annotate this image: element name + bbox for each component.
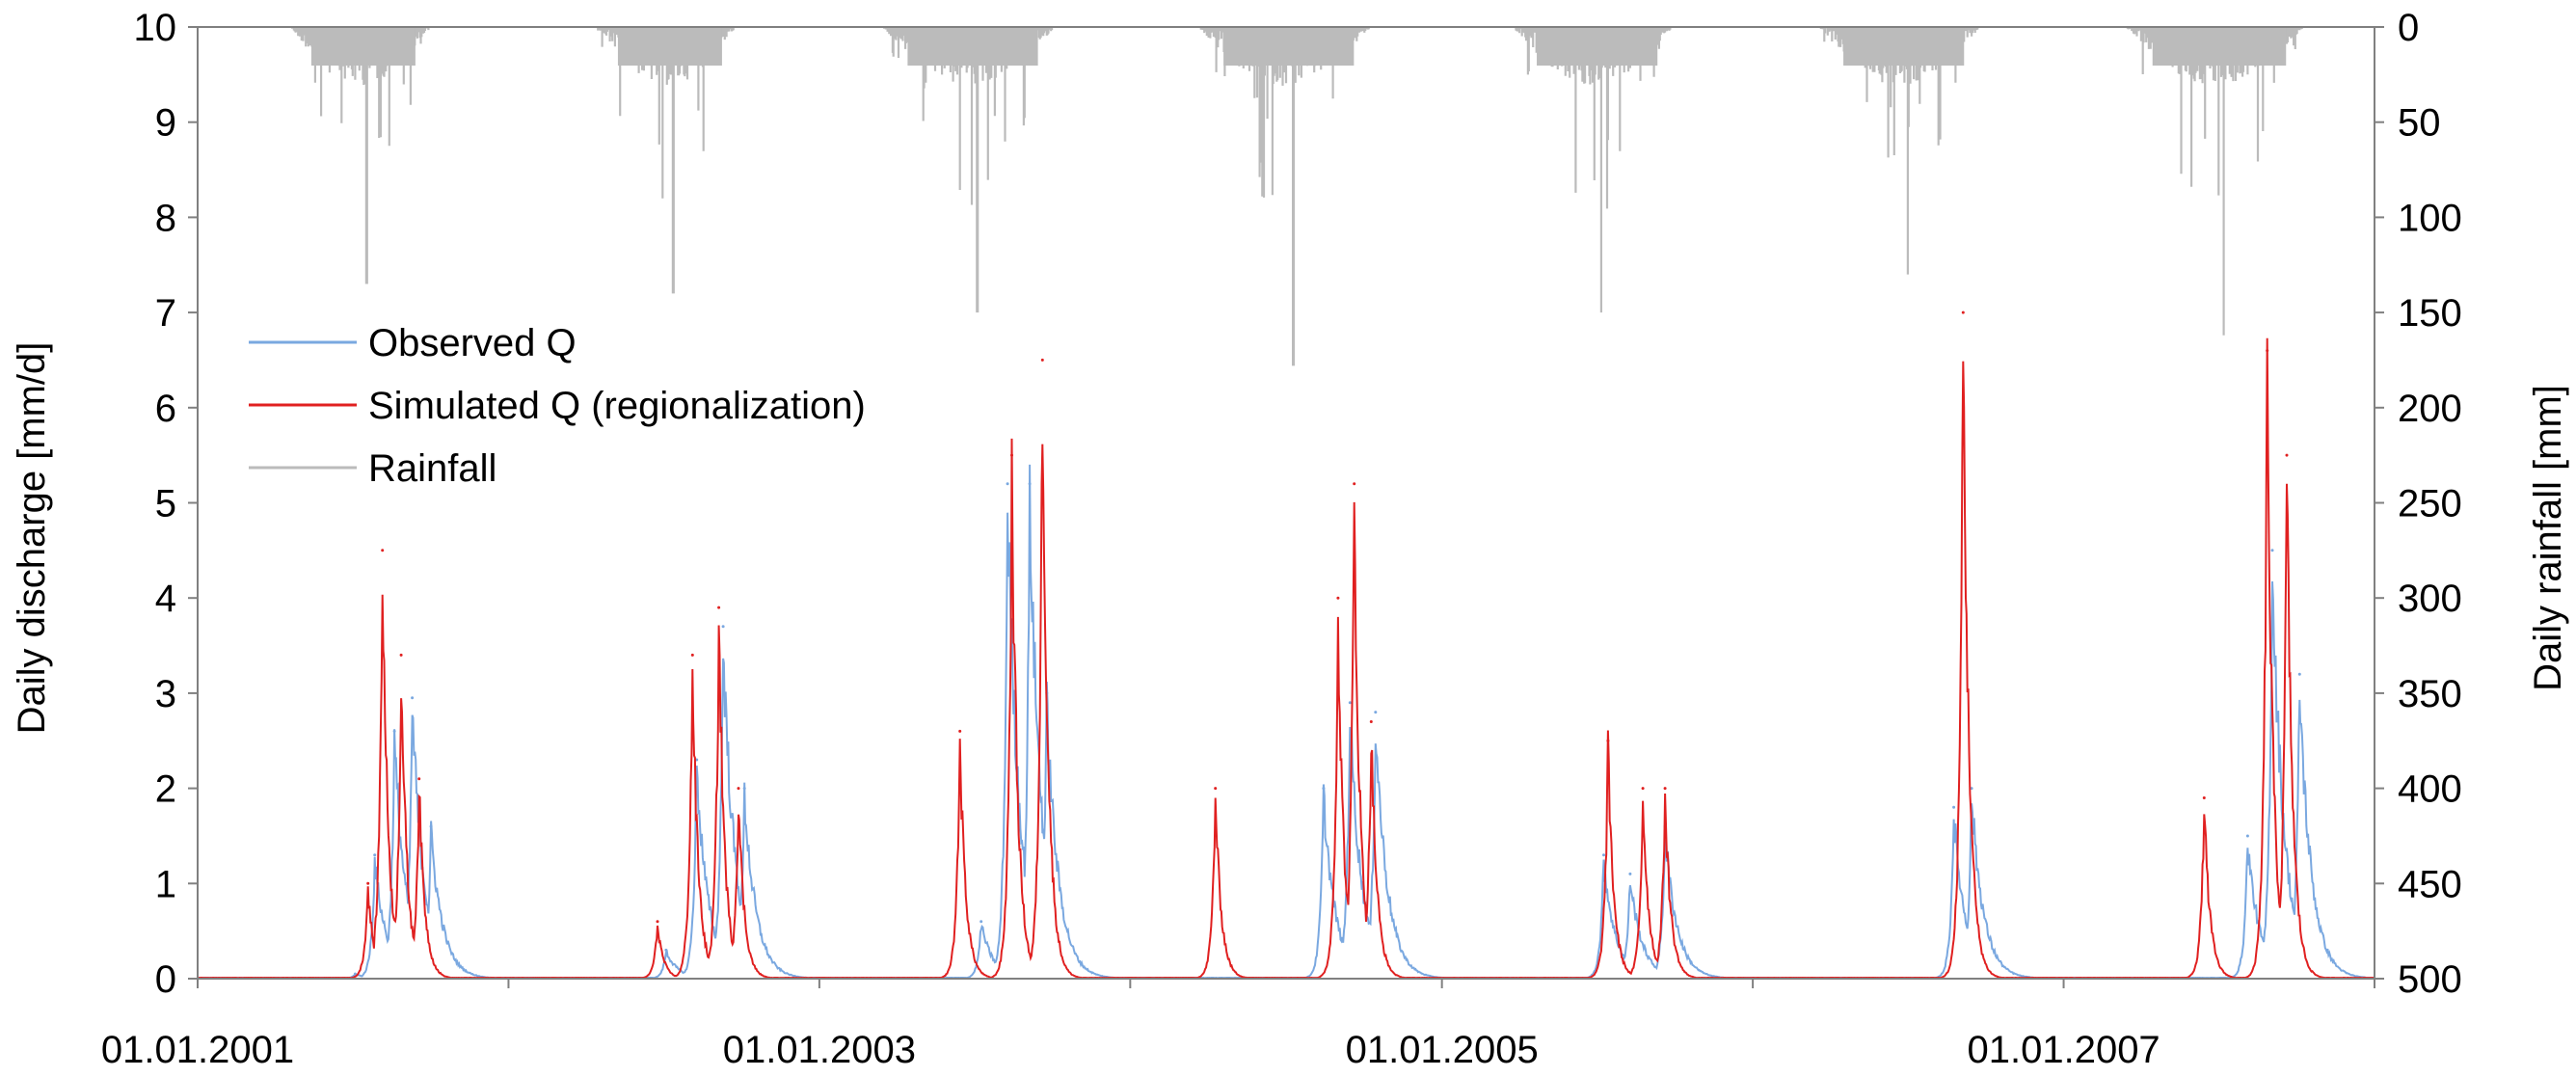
- y-left-tick-label: 1: [155, 863, 176, 905]
- simulated-q-line: [197, 337, 2375, 980]
- y-right-tick-label: 400: [2398, 768, 2462, 811]
- y-right-tick-label: 150: [2398, 292, 2462, 335]
- x-tick-label: 01.01.2001: [101, 1029, 294, 1071]
- simulated-q-line-peak: [1353, 482, 1356, 486]
- observed-q-line-peak: [392, 729, 396, 733]
- y-right-tick-label: 450: [2398, 863, 2462, 905]
- simulated-q-line-peak: [2266, 349, 2269, 353]
- axes: [188, 26, 2384, 988]
- rainfall-dense-band: [1843, 27, 1965, 66]
- y-right-tick-label: 350: [2398, 673, 2462, 715]
- simulated-q-line-peak: [656, 920, 659, 924]
- simulated-q-line-peak: [1641, 787, 1645, 791]
- legend-label-observed: Observed Q: [368, 322, 577, 364]
- y-left-tick-label: 0: [155, 958, 176, 1001]
- simulated-q-line-peak: [1336, 596, 1340, 600]
- y-right-tick-label: 50: [2398, 102, 2441, 145]
- observed-q-line: [198, 464, 2375, 980]
- simulated-q-line-peak: [366, 881, 370, 885]
- simulated-q-line-peak: [958, 729, 962, 733]
- observed-q-line-peak: [429, 824, 433, 828]
- y-left-tick-label: 9: [155, 102, 176, 145]
- observed-q-line-peak: [411, 696, 415, 700]
- rainfall-dense-band: [2152, 27, 2287, 66]
- simulated-q-line-peak: [1010, 453, 1013, 457]
- observed-q-line-peak: [353, 972, 357, 976]
- simulated-q-line-peak: [417, 777, 421, 781]
- simulated-q-line-peak: [1961, 310, 1965, 314]
- x-tick-label: 01.01.2007: [1967, 1029, 2160, 1071]
- rainfall-bars-season: [597, 27, 737, 294]
- y-left-tick-label: 3: [155, 673, 176, 715]
- simulated-q-line-peak: [1214, 787, 1218, 791]
- observed-q-line-peak: [2297, 672, 2301, 676]
- y-left-tick-label: 10: [134, 7, 177, 49]
- observed-q-line-peak: [1970, 787, 1973, 791]
- simulated-q-line-peak: [690, 653, 694, 657]
- y-right-tick-label: 0: [2398, 7, 2419, 49]
- observed-q-line-peak: [721, 625, 725, 629]
- simulated-q-line-peak: [1663, 787, 1667, 791]
- observed-q-line-peak: [2245, 834, 2249, 838]
- observed-q-line-peak: [1952, 805, 1956, 809]
- simulated-q-line-peak: [381, 549, 385, 552]
- observed-q-line-peak: [1028, 482, 1032, 486]
- y-right-tick-label: 200: [2398, 388, 2462, 430]
- simulated-q-line-peak: [2285, 453, 2289, 457]
- rainfall-dense-band: [907, 27, 1038, 66]
- observed-q-line-peak: [979, 920, 983, 924]
- legend-label-simulated: Simulated Q (regionalization): [368, 385, 866, 427]
- rainfall-dense-band: [617, 27, 722, 66]
- y-left-tick-label: 5: [155, 483, 176, 525]
- observed-q-line-peak: [1602, 853, 1605, 857]
- observed-q-line-peak: [2270, 549, 2274, 552]
- observed-q-series: [198, 464, 2375, 980]
- simulated-q-line-peak: [1369, 720, 1373, 723]
- y-left-tick-label: 2: [155, 768, 176, 811]
- x-tick-label: 01.01.2005: [1346, 1029, 1539, 1071]
- observed-q-line-peak: [695, 758, 699, 762]
- observed-q-line-peak: [1322, 787, 1326, 791]
- rainfall-series: [290, 27, 2304, 366]
- rainfall-dense-band: [1223, 27, 1355, 66]
- simulated-q-line-peak: [1040, 358, 1044, 362]
- observed-q-line-peak: [664, 948, 668, 952]
- y-right-tick-label: 250: [2398, 483, 2462, 525]
- simulated-q-line-peak: [737, 787, 740, 791]
- simulated-q-line-peak: [1606, 739, 1610, 742]
- y-axis-left-title: Daily discharge [mm/d]: [11, 342, 53, 735]
- x-tick-label: 01.01.2003: [723, 1029, 916, 1071]
- y-right-tick-label: 500: [2398, 958, 2462, 1001]
- simulated-q-line-peak: [717, 606, 721, 609]
- rainfall-dense-band: [1537, 27, 1658, 66]
- rainfall-dense-band: [310, 27, 416, 66]
- observed-q-line-peak: [1006, 482, 1009, 486]
- rainfall-bars-season: [2125, 27, 2304, 336]
- observed-q-line-peak: [1374, 711, 1378, 714]
- y-axis-right-title: Daily rainfall [mm]: [2527, 385, 2569, 691]
- rainfall-bars-season: [1512, 27, 1675, 313]
- y-left-tick-label: 6: [155, 388, 176, 430]
- y-right-tick-label: 100: [2398, 197, 2462, 239]
- observed-q-line-peak: [742, 787, 746, 791]
- legend: Observed Q Simulated Q (regionalization)…: [249, 322, 866, 490]
- y-left-tick-label: 7: [155, 292, 176, 335]
- observed-q-line-peak: [373, 853, 377, 857]
- legend-label-rainfall: Rainfall: [368, 447, 496, 490]
- rainfall-bars-season: [1196, 27, 1372, 366]
- rainfall-bars-season: [881, 27, 1056, 313]
- y-right-tick-label: 300: [2398, 578, 2462, 620]
- y-left-tick-label: 4: [155, 578, 176, 620]
- simulated-q-line-peak: [399, 653, 403, 657]
- simulated-q-line-peak: [2202, 796, 2206, 799]
- y-left-tick-label: 8: [155, 197, 176, 239]
- observed-q-line-peak: [1348, 701, 1352, 705]
- observed-q-line-peak: [1628, 872, 1632, 875]
